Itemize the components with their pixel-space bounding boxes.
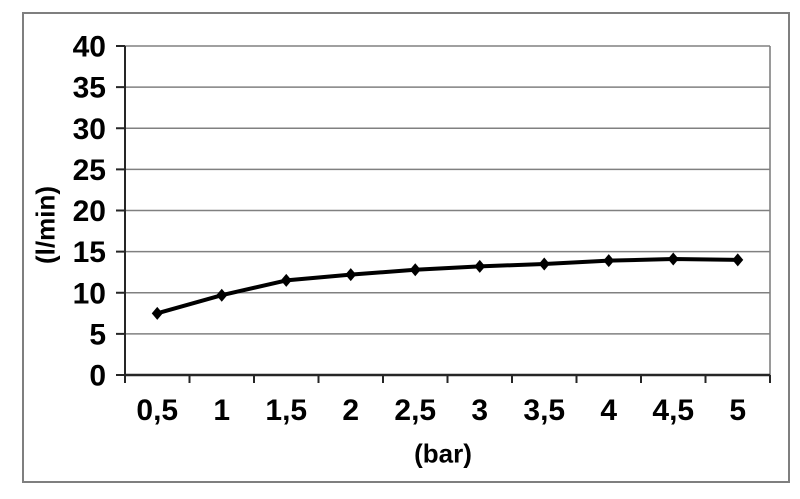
y-axis-title: (l/min) [30,186,61,264]
y-tick-label: 15 [73,236,106,269]
x-tick-label: 4,5 [652,394,694,427]
data-point-marker [667,252,679,266]
x-axis-title: (bar) [414,438,472,469]
y-tick-label: 35 [73,72,106,105]
y-tick-label: 25 [73,154,106,187]
data-point-marker [603,254,615,268]
x-tick-label: 3 [471,394,488,427]
y-tick-label: 10 [73,277,106,310]
data-point-marker [538,257,550,271]
data-point-marker [732,253,744,267]
y-tick-label: 0 [89,360,106,393]
x-tick-label: 2 [342,394,359,427]
x-tick-label: 1,5 [265,394,307,427]
data-point-marker [151,306,163,320]
x-tick-label: 3,5 [523,394,565,427]
y-tick-label: 30 [73,113,106,146]
x-tick-label: 4 [600,394,617,427]
x-tick-label: 0,5 [136,394,178,427]
y-tick-label: 40 [73,31,106,64]
x-tick-label: 5 [729,394,746,427]
data-series-line [155,257,740,316]
y-tick-label: 20 [73,195,106,228]
data-point-marker [280,273,292,287]
chart-frame [22,12,790,483]
data-point-marker [409,263,421,277]
x-tick-label: 1 [213,394,230,427]
y-tick-label: 5 [89,318,106,351]
data-point-marker [474,259,486,273]
data-point-marker [345,268,357,282]
data-point-marker [216,288,228,302]
x-tick-label: 2,5 [394,394,436,427]
